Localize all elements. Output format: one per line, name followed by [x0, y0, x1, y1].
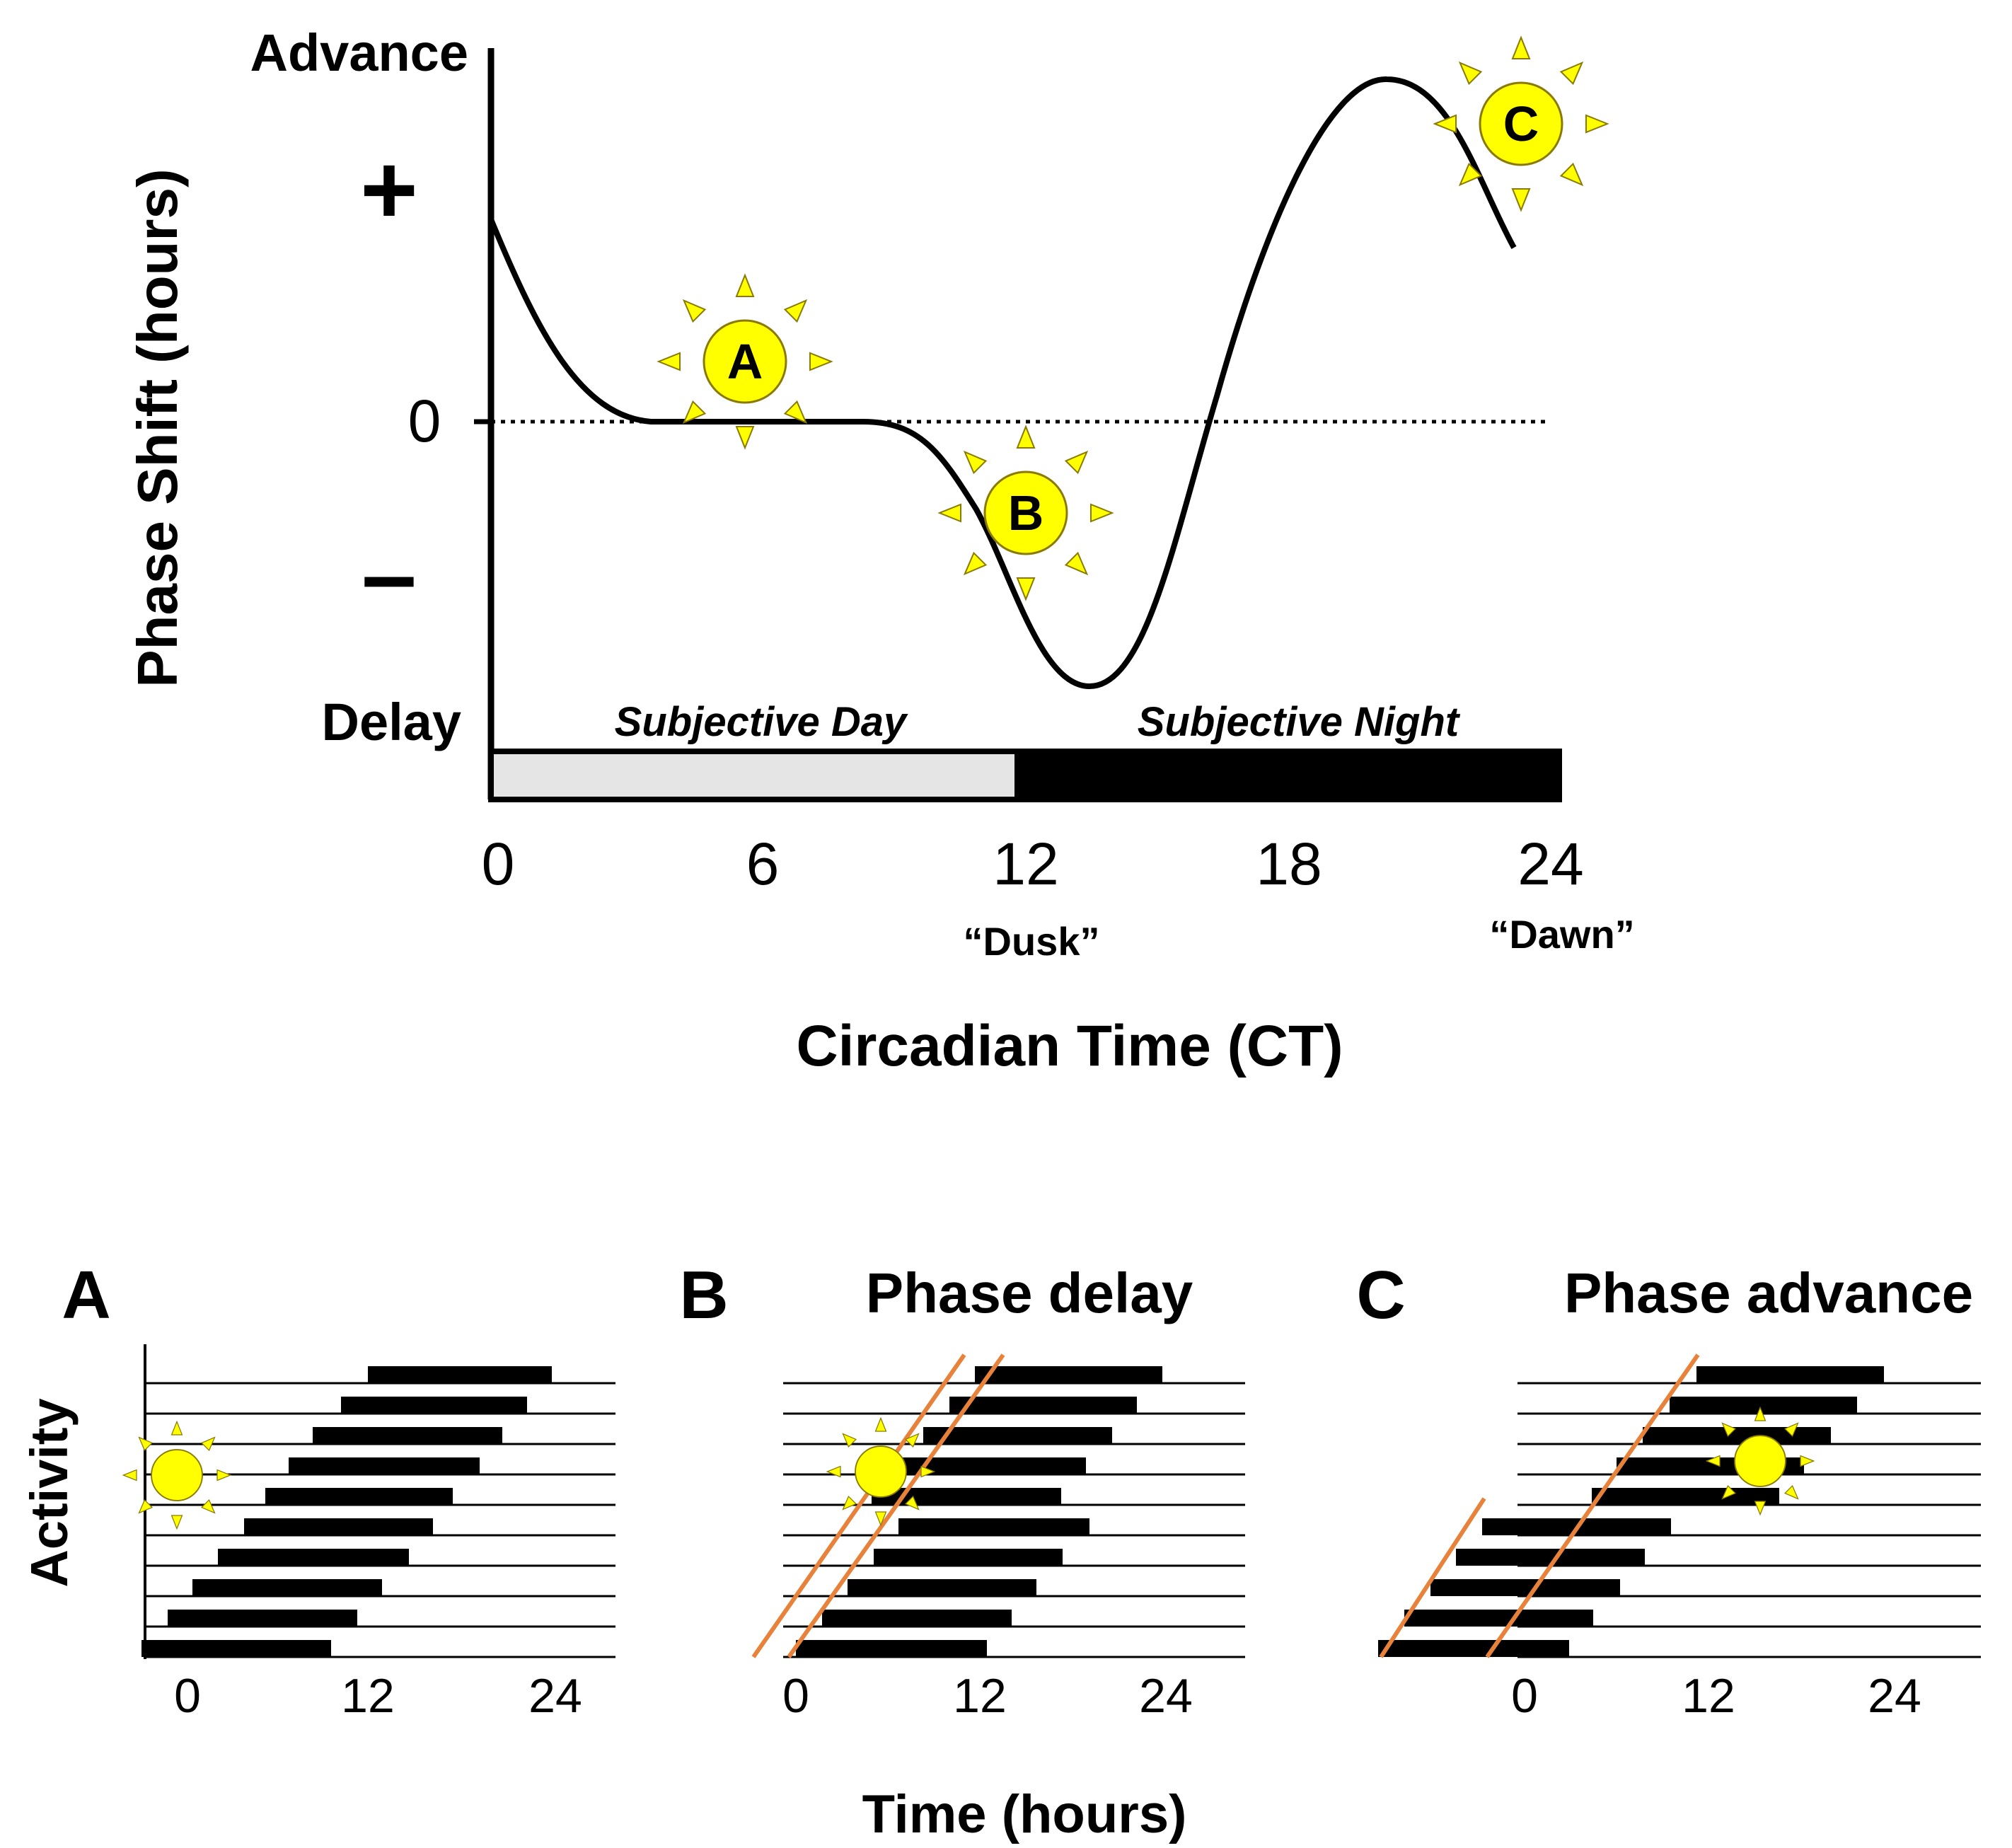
actograms: A B C Phase delay Phase advance Activity… [20, 1257, 1981, 1844]
panel-c-activity-bar [1430, 1579, 1620, 1596]
panel-b-activity-bar [874, 1549, 1063, 1566]
panel-a-activity-bar [368, 1366, 552, 1383]
prc-chart: Advance Delay + – 0 Phase Shift (hours) … [126, 23, 1635, 1078]
panel-a-activity-bar [141, 1640, 331, 1657]
panel-c-letter: C [1356, 1257, 1405, 1333]
subjective-day-label: Subjective Day [615, 699, 908, 745]
light-marker-a: A [657, 274, 833, 449]
panel-a-activity-bar [313, 1427, 502, 1444]
panel-b-title: Phase delay [866, 1261, 1193, 1324]
activity-label: Activity [20, 1398, 79, 1587]
plus-sign: + [360, 134, 418, 245]
panel-b-tick: 0 [782, 1669, 809, 1723]
panel-a-tick: 24 [528, 1669, 582, 1723]
panel-b-activity-bar [923, 1427, 1112, 1444]
time-axis-label: Time (hours) [862, 1784, 1187, 1844]
panel-a-activity-bar [265, 1488, 453, 1505]
panel-b-activity-bar [822, 1610, 1012, 1627]
panel-c-tick: 0 [1511, 1669, 1538, 1723]
light-marker-b: B [938, 425, 1114, 601]
panel-c-title: Phase advance [1564, 1261, 1973, 1324]
panel-c-activity-bar [1592, 1488, 1779, 1505]
panel-a-activity-bar [218, 1549, 409, 1566]
subjective-day-bar [488, 749, 1020, 802]
actogram-marks [122, 1344, 1981, 1659]
panel-a-tick: 0 [174, 1669, 201, 1723]
panel-b-tick: 12 [953, 1669, 1007, 1723]
subjective-night-bar [1014, 749, 1562, 802]
panel-b-tick: 24 [1139, 1669, 1193, 1723]
dawn-label: “Dawn” [1489, 912, 1634, 957]
panel-c-tick: 12 [1682, 1669, 1735, 1723]
prc-x-tick: 18 [1256, 831, 1322, 897]
panel-c-tick: 24 [1868, 1669, 1921, 1723]
prc-y-axis-label: Phase Shift (hours) [126, 168, 189, 687]
delay-label: Delay [322, 693, 461, 751]
panel-a-activity-bar [289, 1457, 480, 1474]
subjective-night-label: Subjective Night [1138, 699, 1461, 745]
panel-b-activity-bar [975, 1366, 1162, 1383]
dusk-label: “Dusk” [964, 919, 1100, 964]
panel-b-activity-bar [898, 1518, 1089, 1535]
marker-letter: A [727, 334, 763, 389]
panel-c-activity-bar [1696, 1366, 1884, 1383]
prc-x-tick: 24 [1517, 831, 1583, 897]
panel-a-activity-bar [168, 1610, 357, 1627]
marker-letter: B [1008, 485, 1044, 541]
panel-b-letter: B [679, 1257, 728, 1333]
panel-b-activity-bar [848, 1579, 1036, 1596]
prc-x-axis-label: Circadian Time (CT) [796, 1014, 1343, 1078]
panel-b-activity-bar [949, 1397, 1137, 1414]
prc-x-tick: 12 [993, 831, 1058, 897]
panel-c-activity-bar [1378, 1640, 1569, 1657]
panel-a-tick: 12 [341, 1669, 395, 1723]
panel-c-activity-bar [1404, 1610, 1593, 1627]
onset-fit-line [1485, 1353, 1700, 1658]
panel-b-activity-bar [796, 1640, 987, 1657]
onset-fit-line [787, 1353, 1005, 1658]
panel-c-activity-bar [1643, 1427, 1831, 1444]
advance-label: Advance [250, 23, 468, 82]
panel-a-activity-bar [244, 1518, 433, 1535]
minus-sign: – [362, 519, 417, 630]
onset-fit-line [1379, 1497, 1486, 1658]
panel-a-activity-bar [341, 1397, 527, 1414]
zero-label: 0 [408, 388, 441, 454]
onset-fit-line [751, 1353, 966, 1658]
prc-curve [488, 76, 1517, 690]
panel-c-activity-bar [1670, 1397, 1857, 1414]
prc-x-tick: 0 [482, 831, 515, 897]
light-marker-c: C [1433, 36, 1609, 212]
panel-a-activity-bar [192, 1579, 382, 1596]
marker-letter: C [1503, 96, 1539, 151]
prc-x-tick: 6 [746, 831, 780, 897]
panel-a-letter: A [62, 1257, 110, 1333]
